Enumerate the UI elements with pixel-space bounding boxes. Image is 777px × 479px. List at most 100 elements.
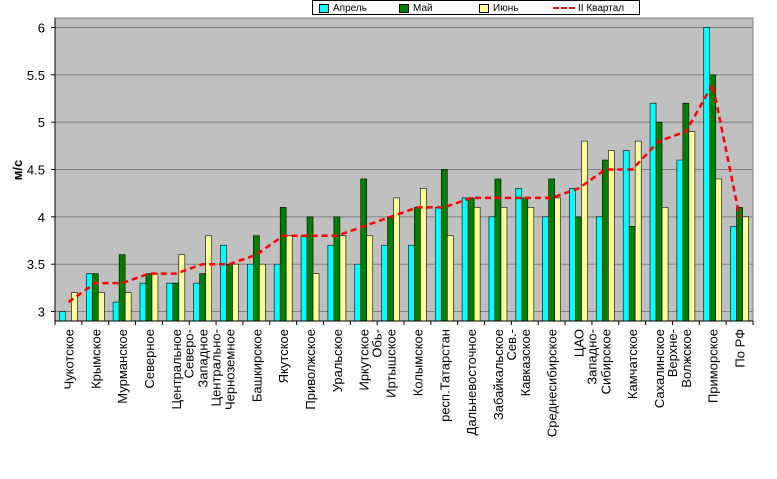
bar-june bbox=[393, 197, 400, 322]
bar-may bbox=[333, 216, 341, 322]
bar-april bbox=[542, 216, 549, 322]
x-category-label: Якутское bbox=[276, 329, 291, 383]
legend-item-april: Апрель bbox=[319, 2, 367, 14]
legend-label-may: Май bbox=[413, 2, 433, 14]
x-category-label: респ.Татарстан bbox=[437, 329, 452, 422]
x-category-label: Обь- bbox=[370, 329, 385, 358]
legend-label-april: Апрель bbox=[333, 2, 367, 14]
bar-june bbox=[259, 263, 266, 322]
x-category-label: Сахалинское bbox=[652, 329, 667, 408]
bar-may bbox=[575, 216, 582, 322]
bar-may bbox=[172, 282, 180, 322]
bar-april bbox=[112, 301, 120, 322]
x-category-label: Башкирское bbox=[249, 329, 264, 402]
bar-april bbox=[461, 197, 469, 322]
legend-item-june: Июнь bbox=[479, 2, 518, 14]
bar-april bbox=[59, 311, 66, 322]
bar-may bbox=[360, 178, 368, 322]
bar-april bbox=[273, 263, 281, 322]
bar-june bbox=[71, 292, 78, 322]
bar-june bbox=[473, 207, 481, 322]
y-tick-label: 6 bbox=[38, 20, 45, 35]
bar-june bbox=[581, 140, 588, 322]
bar-april bbox=[139, 282, 147, 322]
bar-may bbox=[253, 235, 260, 322]
bar-may bbox=[494, 178, 502, 322]
bar-may bbox=[709, 74, 717, 322]
x-category-label: Кавказское bbox=[518, 329, 533, 396]
bar-june bbox=[742, 216, 749, 322]
y-tick-label: 5 bbox=[38, 115, 45, 130]
x-category-label: Северо- bbox=[182, 329, 197, 378]
x-category-label: Приволжское bbox=[303, 329, 318, 410]
legend-item-quarter: II Квартал bbox=[553, 2, 624, 14]
legend-item-may: Май bbox=[399, 2, 433, 14]
bar-june bbox=[661, 207, 669, 322]
y-tick-label: 3.5 bbox=[27, 257, 45, 272]
bar-june bbox=[527, 207, 535, 322]
bar-may bbox=[628, 226, 636, 322]
bar-may bbox=[199, 273, 206, 322]
bar-may bbox=[279, 207, 287, 322]
bar-april bbox=[703, 27, 711, 322]
bar-may bbox=[467, 197, 475, 322]
bar-may bbox=[548, 178, 555, 322]
x-category-label: Дальневосточное bbox=[464, 329, 479, 435]
bar-may bbox=[387, 216, 394, 322]
bar-may bbox=[91, 273, 99, 322]
x-category-label: Сибирское bbox=[598, 329, 613, 394]
bar-june bbox=[634, 140, 642, 322]
x-category-label: Чукотское bbox=[61, 329, 76, 390]
bar-april bbox=[327, 244, 335, 322]
bar-june bbox=[715, 178, 723, 322]
bar-april bbox=[381, 244, 388, 322]
bar-june bbox=[312, 273, 320, 322]
bar-may bbox=[414, 207, 421, 322]
bar-june bbox=[285, 235, 293, 322]
y-tick-label: 5.5 bbox=[27, 68, 45, 83]
bar-june bbox=[608, 150, 615, 322]
bar-april bbox=[569, 188, 576, 322]
bar-april bbox=[300, 235, 308, 322]
legend: Апрель Май Июнь II Квартал bbox=[312, 0, 640, 15]
legend-dash-quarter bbox=[553, 7, 575, 9]
bar-may bbox=[306, 216, 314, 322]
legend-label-quarter: II Квартал bbox=[578, 2, 625, 14]
x-category-label: Колымское bbox=[410, 329, 425, 396]
bar-april bbox=[166, 282, 174, 322]
bar-april bbox=[434, 207, 442, 322]
bar-june bbox=[232, 263, 239, 322]
bar-april bbox=[649, 102, 657, 322]
x-category-label: По РФ bbox=[733, 329, 748, 368]
x-category-label: Центральное bbox=[169, 329, 184, 409]
bar-june bbox=[446, 235, 454, 322]
x-category-label: Черноземное bbox=[223, 329, 238, 410]
line-quarter bbox=[67, 80, 741, 304]
bar-april bbox=[730, 226, 737, 322]
bar-april bbox=[488, 216, 496, 322]
x-category-label: Западно- bbox=[584, 329, 599, 385]
x-category-label: Приморское bbox=[706, 329, 721, 403]
x-category-label: Западное bbox=[196, 329, 211, 388]
legend-label-june: Июнь bbox=[493, 2, 519, 14]
bar-may bbox=[145, 273, 153, 322]
x-category-label: Центрально- bbox=[209, 329, 224, 407]
x-category-label: ЦАО bbox=[572, 329, 587, 357]
bar-april bbox=[622, 150, 630, 322]
bar-june bbox=[366, 235, 374, 322]
bar-june bbox=[554, 197, 561, 322]
bar-june bbox=[688, 131, 696, 322]
bar-april bbox=[85, 273, 93, 322]
y-axis-label: м/с bbox=[10, 160, 25, 180]
bar-april bbox=[515, 188, 523, 322]
bar-june bbox=[205, 235, 212, 322]
x-category-label: Волжское bbox=[679, 329, 694, 388]
bar-april bbox=[354, 263, 362, 322]
legend-swatch-april bbox=[319, 3, 329, 13]
bar-april bbox=[220, 244, 227, 322]
bar-may bbox=[602, 159, 609, 322]
x-category-label: Северное bbox=[142, 329, 157, 388]
x-category-label: Камчатское bbox=[625, 329, 640, 399]
bar-june bbox=[97, 292, 105, 322]
